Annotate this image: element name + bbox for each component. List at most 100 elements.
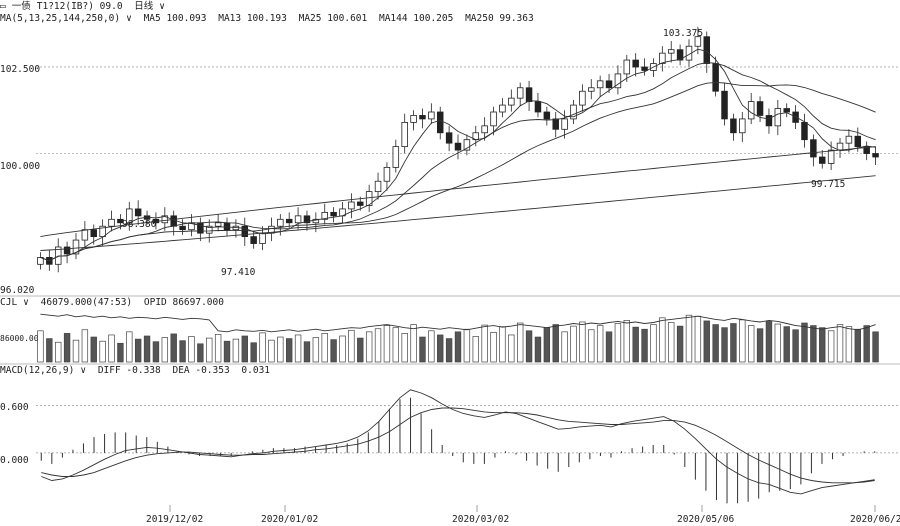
opid-value: OPID 86697.000	[143, 297, 224, 308]
volume-bar	[783, 326, 790, 363]
volume-bar	[99, 340, 106, 363]
volume-bar	[410, 324, 417, 363]
volume-bar	[819, 327, 826, 363]
price-axis-label-mid: 100.000	[0, 161, 41, 172]
volume-bar	[126, 331, 133, 363]
peak-annotation: 103.375	[663, 28, 704, 39]
volume-bar	[552, 324, 559, 363]
candle	[499, 104, 506, 113]
x-tick-label: 2020/06/22	[850, 514, 900, 525]
price-axis-label-high: 102.500	[0, 64, 41, 75]
volume-bar	[561, 331, 568, 363]
volume-bar	[685, 314, 693, 363]
candle	[827, 149, 835, 164]
volume-bar	[596, 325, 604, 363]
volume-axis-label: 86000.000	[0, 334, 44, 343]
candle	[205, 225, 213, 234]
volume-bar	[312, 337, 320, 363]
volume-bar	[348, 329, 355, 363]
volume-bar	[659, 317, 666, 363]
candle	[72, 239, 80, 255]
candle	[108, 218, 115, 227]
candle	[863, 146, 870, 154]
candle	[312, 218, 320, 224]
volume-bar	[694, 315, 702, 363]
candle	[845, 135, 853, 144]
chevron-down-icon[interactable]: ∨	[126, 13, 132, 24]
volume-bar	[401, 333, 408, 363]
volume-bar	[241, 335, 248, 363]
volume-bar	[747, 325, 755, 363]
volume-bar	[223, 340, 231, 363]
local-low-annotation-2: 99.715	[811, 179, 846, 190]
volume-bar	[525, 330, 533, 363]
volume-bar	[854, 328, 861, 363]
macd-panel-header: MACD(12,26,9) ∨ DIFF -0.338 DEA -0.353 0.…	[0, 365, 276, 377]
volume-bar	[55, 341, 62, 363]
candle	[445, 132, 453, 144]
volume-bar	[250, 342, 257, 363]
volume-bar	[836, 324, 844, 363]
ma250-line	[40, 175, 876, 251]
candle	[134, 208, 142, 217]
period-selector[interactable]: 日线 ∨	[134, 1, 171, 12]
candle	[99, 225, 106, 238]
window-icon[interactable]: ▭	[0, 1, 6, 12]
volume-bar	[46, 338, 53, 363]
volume-bar	[605, 331, 613, 363]
volume-bar	[516, 322, 524, 363]
volume-bar	[170, 333, 177, 363]
candle	[774, 108, 782, 127]
volume-bar	[143, 335, 151, 363]
macd-diff-line	[41, 389, 875, 495]
macd-axis-label-top: 0.600	[0, 402, 29, 413]
macd-value: 0.031	[241, 365, 271, 376]
instrument-detail: T1?12(IB?) 09.0	[36, 1, 123, 12]
candle	[721, 90, 728, 120]
volume-bar	[108, 334, 115, 363]
candle	[588, 87, 595, 92]
volume-bar	[721, 327, 728, 363]
candle	[730, 118, 737, 134]
volume-bar	[63, 333, 71, 363]
volume-bar	[454, 331, 462, 363]
volume-bar	[632, 326, 639, 363]
volume-bar	[374, 328, 382, 363]
volume-bar	[259, 332, 266, 363]
candle	[490, 111, 497, 127]
candle	[534, 101, 542, 113]
candle	[463, 139, 471, 151]
chevron-down-icon[interactable]: ∨	[23, 297, 29, 308]
macd-axis-label-zero: 0.000	[0, 455, 29, 466]
volume-bar	[294, 334, 302, 363]
macd-formula[interactable]: MACD(12,26,9)	[0, 365, 75, 376]
volume-bar	[668, 322, 675, 363]
volume-bar	[428, 330, 435, 363]
candle	[783, 108, 790, 113]
ma-formula[interactable]: MA(5,13,25,144,250,0)	[0, 13, 121, 24]
candle	[810, 139, 817, 158]
ma5-value: MA5 100.093	[143, 13, 207, 24]
candle	[81, 229, 89, 241]
candle	[419, 115, 426, 120]
vol-indicator-name[interactable]: CJL	[0, 297, 18, 308]
chevron-down-icon[interactable]: ∨	[80, 365, 87, 376]
candle	[543, 111, 551, 120]
volume-bar	[810, 325, 817, 363]
volume-bar	[197, 343, 204, 363]
candle	[739, 118, 746, 134]
volume-bar	[357, 337, 364, 363]
ma13-value: MA13 100.193	[218, 13, 287, 24]
volume-bar	[579, 321, 586, 363]
volume-bar	[188, 336, 195, 363]
candle	[819, 156, 826, 164]
candle	[659, 52, 666, 64]
period-label: 日线	[134, 1, 154, 12]
candle	[712, 63, 719, 92]
local-low-annotation-1: 97.410	[221, 267, 256, 278]
x-tick-label: 2019/12/02	[146, 514, 204, 525]
candle	[516, 87, 524, 99]
candle	[570, 104, 577, 120]
candle	[428, 111, 435, 120]
